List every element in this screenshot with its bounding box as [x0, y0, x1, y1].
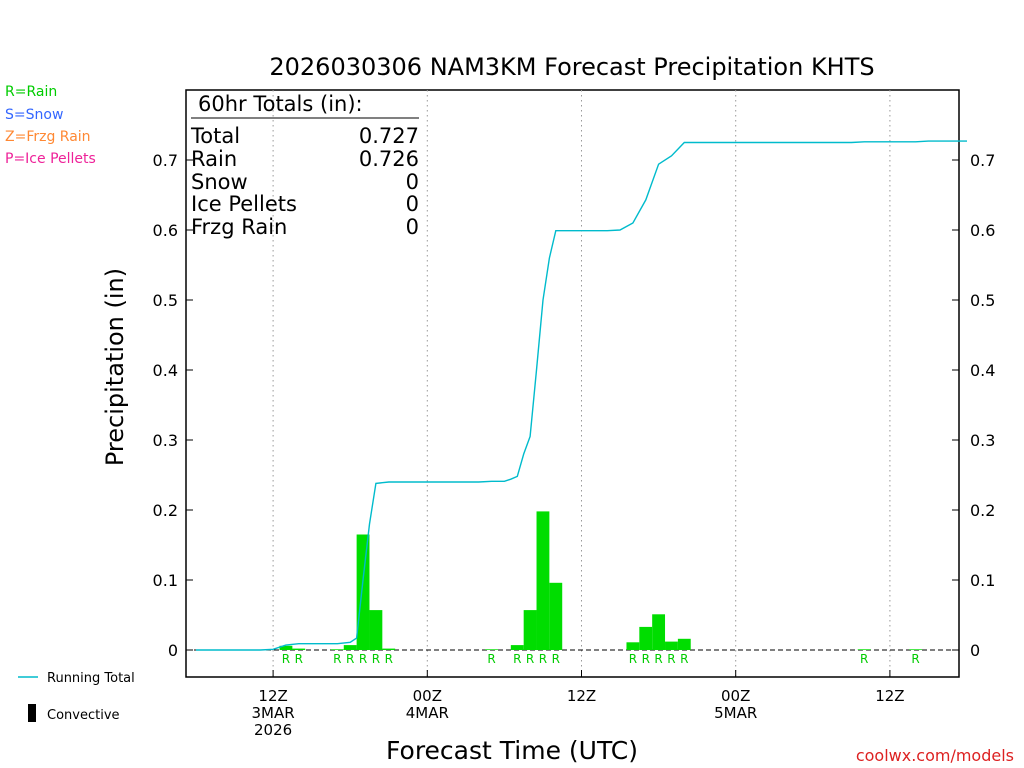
precip-bar [292, 648, 306, 650]
ptype-legend-rain: R=Rain [5, 84, 57, 100]
y-tick-label-right: 0.2 [970, 501, 995, 520]
totals-frzg-rain-label: Frzg Rain [191, 215, 287, 239]
ptype-label: R [513, 652, 521, 666]
ptype-legend-frzg-rain: Z=Frzg Rain [5, 129, 91, 145]
precip-bar [523, 610, 537, 650]
y-tick-label-right: 0.1 [970, 571, 995, 590]
precip-bar [857, 649, 871, 650]
y-axis-ticks: 0 00.1 0.10.2 0.20.3 0.30.4 0.40.5 0.50.6 0.60.… [153, 151, 996, 660]
precip-bar [343, 645, 357, 650]
totals-rain-label: Rain [191, 147, 237, 171]
ptype-label: R [911, 652, 919, 666]
y-tick-label-right: 0.4 [970, 361, 995, 380]
ptype-label: R [629, 652, 637, 666]
ptype-label: R [359, 652, 367, 666]
ptype-label: R [539, 652, 547, 666]
ptype-label: R [295, 652, 303, 666]
precip-bars [279, 511, 923, 650]
x-tick-label: 2026 [254, 721, 292, 739]
precip-bar [677, 638, 691, 650]
y-tick-label-right: 0 [970, 641, 980, 660]
totals-snow-value: 0 [406, 170, 419, 194]
series-legend: Running Total Convective [18, 671, 135, 723]
y-tick-label-right: 0.3 [970, 431, 995, 450]
ptype-label: R [642, 652, 650, 666]
y-tick-label-left: 0.5 [153, 291, 178, 310]
y-tick-label-right: 0.6 [970, 221, 995, 240]
totals-box: 60hr Totals (in): Total 0.727 Rain 0.726… [190, 92, 419, 239]
ptype-label: R [552, 652, 560, 666]
y-tick-label-left: 0.2 [153, 501, 178, 520]
ptype-legend-snow: S=Snow [5, 107, 63, 123]
precip-bar [330, 649, 344, 650]
precip-bar [665, 641, 678, 650]
x-tick-label: 00Z [721, 687, 750, 705]
credit-text: coolwx.com/models [856, 746, 1014, 765]
precip-bar [369, 610, 383, 650]
ptype-label: R [654, 652, 662, 666]
ptype-label: R [487, 652, 495, 666]
x-tick-label: 4MAR [406, 704, 449, 722]
precip-bar [549, 582, 563, 650]
ptype-label: R [667, 652, 675, 666]
y-tick-label-left: 0 [168, 641, 178, 660]
x-axis-title: Forecast Time (UTC) [386, 736, 638, 765]
y-tick-label-right: 0.7 [970, 151, 995, 170]
x-tick-label: 12Z [258, 687, 287, 705]
precip-bar [485, 649, 498, 650]
precip-bar [626, 642, 640, 650]
ptype-label: R [372, 652, 380, 666]
plot-frame [185, 89, 960, 678]
x-tick-label: 12Z [567, 687, 596, 705]
totals-total-label: Total [190, 124, 240, 148]
ptype-label: R [680, 652, 688, 666]
y-tick-label-left: 0.4 [153, 361, 178, 380]
x-tick-label: 00Z [413, 687, 442, 705]
precip-bar [652, 614, 666, 650]
chart-title: 2026030306 NAM3KM Forecast Precipitation… [269, 53, 874, 81]
y-tick-label-left: 0.1 [153, 571, 178, 590]
x-tick-label: 3MAR [252, 704, 295, 722]
y-tick-label-left: 0.7 [153, 151, 178, 170]
ptype-legend: R=Rain S=Snow Z=Frzg Rain P=Ice Pellets [5, 84, 96, 167]
totals-rain-value: 0.726 [359, 147, 419, 171]
totals-total-value: 0.727 [359, 124, 419, 148]
x-tick-label: 12Z [875, 687, 904, 705]
ptype-label: R [346, 652, 354, 666]
ptype-label: R [333, 652, 341, 666]
precip-bar [382, 648, 396, 650]
precip-bar [510, 645, 524, 650]
precip-bar [536, 511, 550, 650]
running-total-line [196, 140, 967, 651]
x-tick-label: 5MAR [714, 704, 757, 722]
convective-legend-label: Convective [47, 708, 120, 723]
precip-bar [909, 649, 923, 650]
totals-ice-pellets-label: Ice Pellets [191, 192, 297, 216]
precip-bar [639, 626, 653, 650]
ptype-label: R [385, 652, 393, 666]
y-tick-label-left: 0.6 [153, 221, 178, 240]
totals-heading: 60hr Totals (in): [198, 92, 363, 116]
ptype-label: R [526, 652, 534, 666]
ptype-legend-ice-pellets: P=Ice Pellets [5, 151, 96, 167]
totals-snow-label: Snow [191, 170, 248, 194]
y-tick-label-right: 0.5 [970, 291, 995, 310]
precip-bar [356, 534, 370, 650]
ptype-label: R [860, 652, 868, 666]
precip-bar [279, 645, 293, 650]
running-total-legend-label: Running Total [47, 671, 135, 686]
ptype-label: R [282, 652, 290, 666]
totals-ice-pellets-value: 0 [406, 192, 419, 216]
y-axis-title: Precipitation (in) [101, 268, 129, 466]
convective-legend-swatch [28, 704, 36, 722]
y-tick-label-left: 0.3 [153, 431, 178, 450]
totals-frzg-rain-value: 0 [406, 215, 419, 239]
